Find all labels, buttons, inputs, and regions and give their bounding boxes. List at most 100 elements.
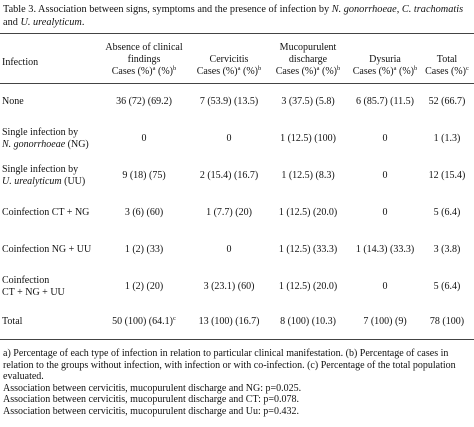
table-cell: 1 (12.5) (33.3) bbox=[278, 244, 338, 255]
table-cell: 1 (12.5) (20.0) bbox=[278, 207, 338, 218]
text: (%) bbox=[240, 66, 258, 77]
subheader-cell: Cases (%)c bbox=[420, 65, 474, 84]
table-row: Coinfection CT + NG 3 (6) (60) 1 (7.7) (20… bbox=[0, 195, 474, 232]
row-label: Coinfection CT + NG bbox=[0, 195, 96, 232]
italic-text: U. urealyticum bbox=[20, 17, 82, 28]
subheader-row: Cases (%)a (%)b Cases (%)a (%)b Cases (%)a… bbox=[0, 65, 474, 84]
table-cell: 6 (85.7) (11.5) bbox=[356, 96, 414, 108]
row-label: Single infection by N. gonorrhoeae (NG) bbox=[0, 121, 96, 158]
text: (%) bbox=[319, 66, 337, 77]
header-cell: Cervicitis bbox=[209, 54, 249, 65]
row-label: Total bbox=[0, 306, 96, 340]
table-caption: Table 3. Association between signs, symp… bbox=[3, 3, 469, 29]
text: . bbox=[81, 17, 85, 28]
table-cell: 3 (37.5) (5.8) bbox=[281, 96, 335, 108]
data-table: Infection Absence of clinical findings Cer… bbox=[0, 33, 474, 340]
label-line: U. urealyticum (UU) bbox=[2, 176, 94, 188]
row-label: Coinfection NG + UU bbox=[0, 232, 96, 269]
table-cell: 1 (2) (20) bbox=[124, 281, 164, 292]
table-row: Single infection by N. gonorrhoeae (NG) 0 0… bbox=[0, 121, 474, 158]
table-cell: 1 (2) (33) bbox=[124, 244, 164, 255]
text: , bbox=[396, 4, 402, 15]
footnote-marker: a bbox=[237, 65, 241, 72]
footnote: a) Percentage of each type of infection … bbox=[3, 348, 456, 382]
table-body: None 36 (72) (69.2) 7 (53.9) (13.5) 3 (37.5… bbox=[0, 84, 474, 340]
table-cell: 50 (100) (64.1)c bbox=[96, 306, 192, 340]
text: and bbox=[3, 17, 21, 28]
text: Coinfection NG + UU bbox=[2, 244, 92, 255]
label-line: Coinfection NG + UU bbox=[2, 244, 94, 256]
text: Coinfection bbox=[2, 275, 50, 286]
table-cell: 3 (3.8) bbox=[433, 244, 461, 255]
table-cell: 52 (66.7) bbox=[428, 96, 466, 108]
text: Cases (%) bbox=[275, 66, 317, 77]
text: Cases (%) bbox=[425, 66, 466, 77]
footnotes: a) Percentage of each type of infection … bbox=[3, 348, 473, 417]
header-cell: Mucopurulent discharge bbox=[279, 42, 337, 65]
label-line: CT + NG + UU bbox=[2, 287, 94, 299]
italic-text: N. gonorrhoeae bbox=[331, 4, 397, 15]
footnote-marker: a bbox=[393, 65, 397, 72]
row-label: Coinfection CT + NG + UU bbox=[0, 269, 96, 306]
italic-text: U. urealyticum bbox=[2, 176, 62, 187]
table-cell: 9 (18) (75) bbox=[122, 170, 166, 181]
label-line: Total bbox=[2, 316, 94, 328]
table-cell: 0 bbox=[382, 170, 388, 181]
table-cell: 7 (100) (9) bbox=[363, 316, 407, 328]
table-cell: 5 (6.4) bbox=[433, 207, 461, 218]
table-cell: 3 (6) (60) bbox=[124, 207, 164, 218]
table-cell: 1 (14.3) (33.3) bbox=[355, 244, 415, 255]
text: (UU) bbox=[61, 176, 86, 187]
table-row: Single infection by U. urealyticum (UU) 9 … bbox=[0, 158, 474, 195]
footnote-marker: c bbox=[172, 315, 176, 323]
row-label: Single infection by U. urealyticum (UU) bbox=[0, 158, 96, 195]
table-row: Coinfection CT + NG + UU 1 (2) (20) 3 (23.1… bbox=[0, 269, 474, 306]
label-line: Single infection by bbox=[2, 127, 94, 139]
footnote-marker: b bbox=[257, 65, 262, 72]
text: Total bbox=[2, 316, 23, 328]
label-line: N. gonorrhoeae (NG) bbox=[2, 139, 94, 151]
footnote-marker: b bbox=[172, 65, 177, 72]
subheader-cell: Cases (%)a (%)b bbox=[192, 65, 266, 84]
table-cell: 1 (7.7) (20) bbox=[206, 207, 252, 218]
text: 50 (100) (64.1) bbox=[112, 316, 173, 328]
table-cell: 1 (1.3) bbox=[433, 133, 461, 144]
table-cell: 5 (6.4) bbox=[433, 281, 461, 292]
table-header: Infection Absence of clinical findings Cer… bbox=[0, 33, 474, 84]
label-line: Coinfection CT + NG bbox=[2, 207, 94, 219]
text: Table 3. Association between signs, symp… bbox=[3, 4, 332, 15]
table-cell: 3 (23.1) (60) bbox=[203, 281, 255, 292]
italic-text: N. gonorrhoeae bbox=[2, 139, 66, 150]
table-cell: 7 (53.9) (13.5) bbox=[199, 96, 259, 108]
label-line: Coinfection bbox=[2, 275, 94, 287]
footnote-marker: a bbox=[316, 65, 320, 72]
table-cell: 0 bbox=[226, 244, 232, 255]
text: CT + NG + UU bbox=[2, 287, 65, 298]
table-cell: 0 bbox=[141, 133, 147, 144]
label-line: None bbox=[2, 96, 94, 108]
text: Single infection by bbox=[2, 164, 79, 175]
footnote: Association between cervicitis, mucopuru… bbox=[3, 394, 299, 405]
footnote-marker: a bbox=[152, 65, 156, 72]
table-cell: 0 bbox=[226, 133, 232, 144]
subheader-cell: Cases (%)a (%)b bbox=[350, 65, 420, 84]
table-cell: 0 bbox=[382, 207, 388, 218]
table-cell: 36 (72) (69.2) bbox=[116, 96, 172, 108]
table-row: Coinfection NG + UU 1 (2) (33) 0 1 (12.5) (… bbox=[0, 232, 474, 269]
table-cell: 1 (12.5) (20.0) bbox=[278, 281, 338, 292]
italic-text: C. trachomatis bbox=[401, 4, 464, 15]
header-cell: Dysuria bbox=[369, 54, 401, 65]
text: Single infection by bbox=[2, 127, 79, 138]
table-cell: 8 (100) (10.3) bbox=[280, 316, 336, 328]
row-label: None bbox=[0, 84, 96, 121]
table-row: None 36 (72) (69.2) 7 (53.9) (13.5) 3 (37.5… bbox=[0, 84, 474, 121]
text: (NG) bbox=[65, 139, 89, 150]
header-row: Infection Absence of clinical findings Cer… bbox=[0, 34, 474, 68]
table-cell: 13 (100) (16.7) bbox=[198, 316, 260, 328]
subheader-cell: Cases (%)a (%)b bbox=[96, 65, 192, 84]
table-cell: 1 (12.5) (8.3) bbox=[281, 170, 335, 181]
text: Cases (%) bbox=[196, 66, 238, 77]
text: Cases (%) bbox=[352, 66, 394, 77]
text: Coinfection CT + NG bbox=[2, 207, 90, 218]
